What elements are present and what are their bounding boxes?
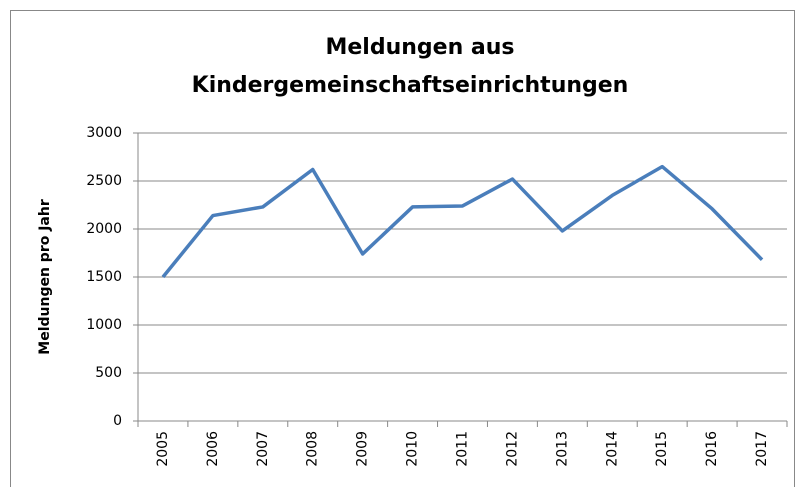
x-tick-label: 2015 [654,431,670,467]
x-tick-label: 2009 [355,431,371,467]
x-tick-label: 2007 [255,431,271,467]
x-tick-label: 2011 [455,431,471,467]
x-tick-label: 2013 [554,431,570,467]
y-tick-label: 1000 [86,317,122,333]
chart-title: Kindergemeinschaftseinrichtungen [192,73,629,98]
y-tick-label: 500 [95,365,122,381]
y-tick-label: 2000 [86,221,122,237]
x-tick-label: 2017 [754,431,770,467]
x-tick-label: 2010 [405,431,421,467]
chart-title: Meldungen aus [325,35,514,60]
y-tick-label: 2500 [86,173,122,189]
x-tick-label: 2005 [155,431,171,467]
y-tick-label: 3000 [86,125,122,141]
y-tick-label: 1500 [86,269,122,285]
data-line [161,164,764,279]
x-tick-label: 2014 [604,431,620,467]
x-tick-label: 2012 [504,431,520,467]
x-tick-label: 2008 [305,431,321,467]
y-axis-label: Meldungen pro Jahr [37,199,53,355]
y-tick-label: 0 [113,413,122,429]
x-tick-label: 2016 [704,431,720,467]
x-tick-label: 2006 [205,431,221,467]
chart-border [10,10,795,487]
